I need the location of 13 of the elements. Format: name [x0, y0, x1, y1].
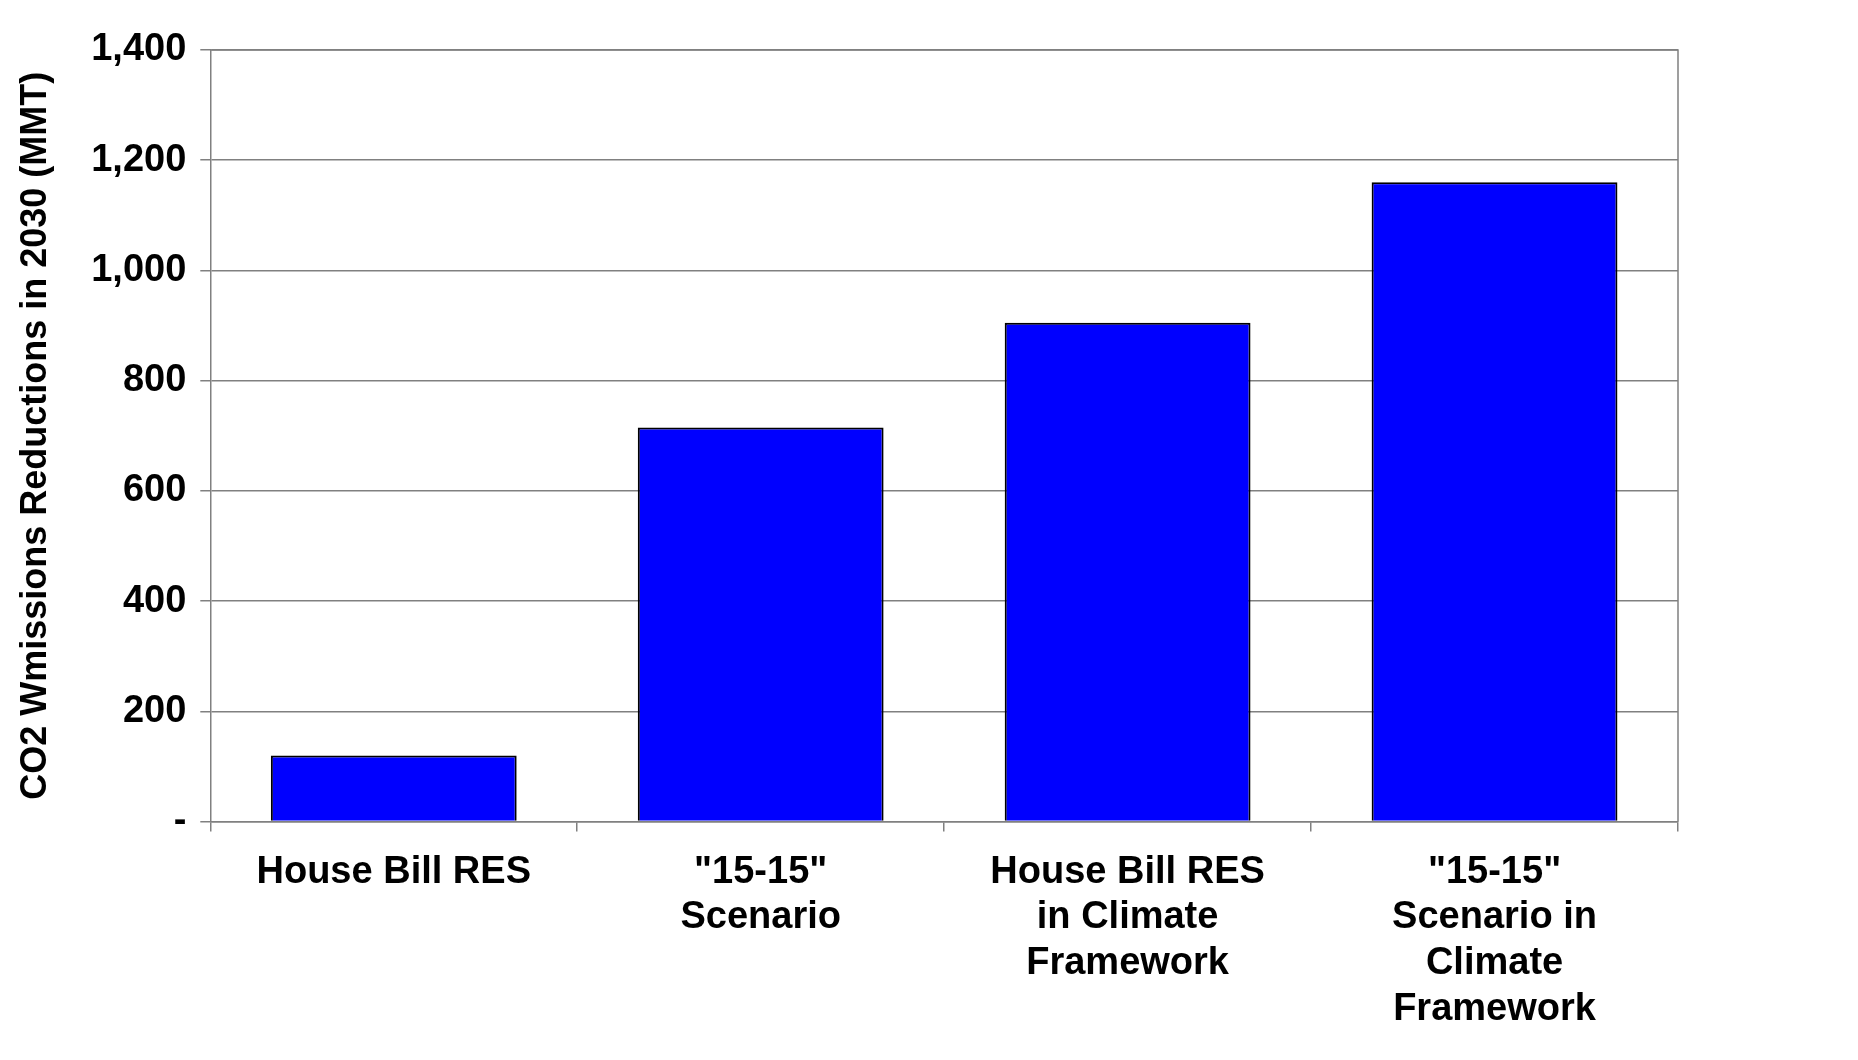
y-tick-label: 1,200 [91, 136, 187, 179]
y-tick-label: 1,400 [91, 26, 187, 69]
y-axis-title: CO2 Wmissions Reductions in 2030 (MMT) [12, 71, 54, 800]
x-tick-label: "15-15" Scenario in Climate Framework [1392, 848, 1597, 1028]
x-tick-label: House Bill RES in Climate Framework [990, 848, 1265, 983]
x-tick-label: "15-15" Scenario [680, 848, 841, 937]
y-tick-label: 400 [122, 577, 187, 620]
y-tick-label: 600 [122, 467, 187, 510]
y-tick-label: 800 [122, 357, 187, 400]
y-tick-label: 1,000 [91, 246, 187, 289]
y-tick-label: - [173, 798, 187, 841]
x-tick-label: House Bill RES [256, 848, 532, 891]
y-tick-label: 200 [122, 687, 187, 730]
